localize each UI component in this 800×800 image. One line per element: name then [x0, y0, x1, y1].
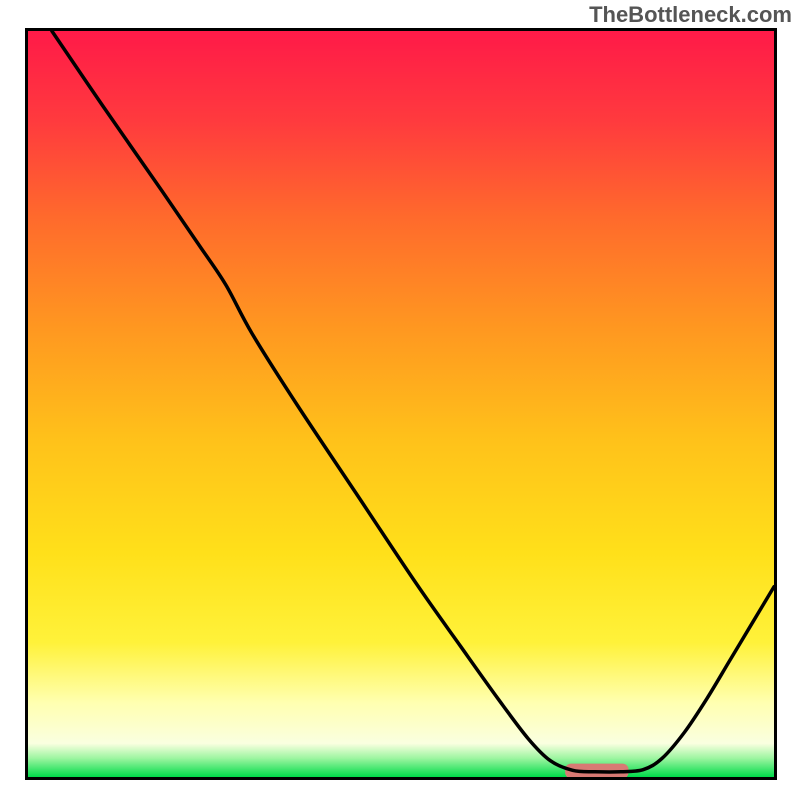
chart-container: TheBottleneck.com	[0, 0, 800, 800]
chart-background	[28, 31, 774, 777]
plot-area	[25, 28, 777, 780]
watermark-text: TheBottleneck.com	[589, 2, 792, 28]
chart-svg	[25, 28, 777, 780]
